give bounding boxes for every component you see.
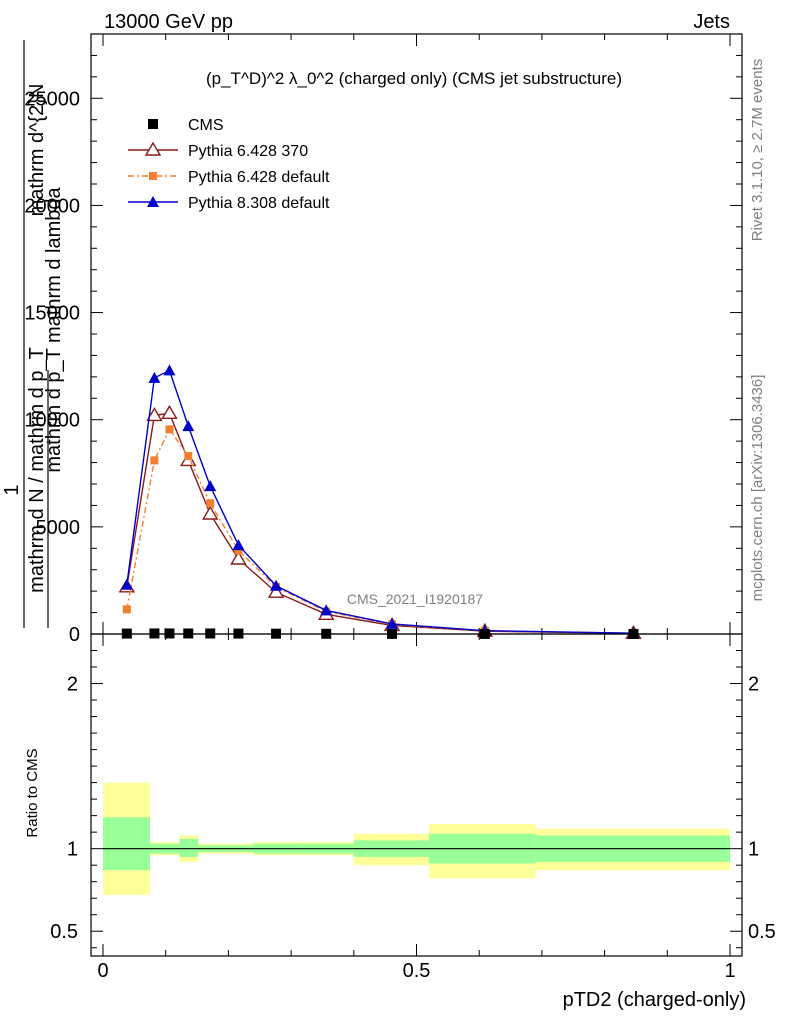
ratio-axis-ticks xyxy=(91,634,742,956)
main-y-label-front: 1 xyxy=(1,484,23,495)
main-y-tick-label: 10000 xyxy=(24,410,80,432)
data-point xyxy=(182,420,195,432)
data-point xyxy=(148,119,158,129)
side-labels: Rivet 3.1.10, ≥ 2.7M events mcplots.cern… xyxy=(749,59,766,602)
rivet-label: Rivet 3.1.10, ≥ 2.7M events xyxy=(749,59,766,242)
x-tick-label: 0 xyxy=(97,960,108,982)
legend-entry: Pythia 6.428 370 xyxy=(128,141,308,160)
legend-label: CMS xyxy=(188,117,224,134)
data-point xyxy=(184,452,193,461)
data-point xyxy=(149,172,157,180)
data-point xyxy=(267,583,285,598)
x-axis-label: pTD2 (charged-only) xyxy=(563,989,746,1011)
data-point xyxy=(201,505,219,520)
main-y-label-prefix: mathrm d N / mathrm d p_T xyxy=(26,347,48,593)
data-point xyxy=(386,617,399,629)
ratio-y-label-group: Ratio to CMS xyxy=(24,748,41,837)
x-tick-label: 0.5 xyxy=(403,960,431,982)
legend: CMS Pythia 6.428 370 Pythia 6.428 default P… xyxy=(128,117,330,212)
main-y-tick-label: 15000 xyxy=(24,303,80,325)
data-point xyxy=(163,364,176,376)
data-point xyxy=(146,407,163,422)
header-right: Jets xyxy=(693,11,730,33)
data-point xyxy=(148,371,161,383)
ratio-y-tick-labels: 0.5 0.5 1 1 2 2 xyxy=(50,674,776,944)
x-tick-labels: 0 0.5 1 xyxy=(97,960,735,982)
data-point xyxy=(120,578,133,590)
legend-label: Pythia 8.308 default xyxy=(188,195,330,212)
x-tick-label: 1 xyxy=(724,960,735,982)
ratio-y-tick-label-right: 1 xyxy=(748,839,759,861)
ratio-plot-frame xyxy=(90,633,743,957)
ratio-inner-band xyxy=(103,817,151,871)
legend-label: Pythia 6.428 370 xyxy=(188,143,308,160)
data-point xyxy=(206,499,215,508)
header-left: 13000 GeV pp xyxy=(104,11,233,33)
main-y-label: mathrm d^{2}N mathrm d p_T mathrm d lamb… xyxy=(1,40,65,628)
data-point xyxy=(150,456,159,465)
ratio-y-tick-label: 2 xyxy=(67,674,78,696)
data-point xyxy=(270,579,283,591)
mcplots-label: mcplots.cern.ch [arXiv:1306.3436] xyxy=(749,375,766,602)
analysis-watermark: CMS_2021_I1920187 xyxy=(347,591,483,607)
main-y-tick-label: 5000 xyxy=(36,517,81,539)
legend-entry: Pythia 8.308 default xyxy=(128,195,330,212)
data-point xyxy=(122,605,131,614)
data-point xyxy=(204,480,217,492)
data-point xyxy=(165,425,174,434)
ratio-y-tick-label-right: 2 xyxy=(748,674,759,696)
main-y-tick-labels: 0 5000 10000 15000 20000 25000 xyxy=(24,88,80,646)
legend-label: Pythia 6.428 default xyxy=(188,169,330,186)
ratio-y-tick-label-right: 0.5 xyxy=(748,921,776,943)
ratio-inner-band xyxy=(179,838,199,857)
legend-entry: CMS xyxy=(148,117,224,134)
data-point xyxy=(230,550,247,565)
main-y-label-numerator: mathrm d^{2}N xyxy=(26,84,48,217)
ratio-y-tick-label: 0.5 xyxy=(50,921,78,943)
data-point xyxy=(234,546,243,555)
plot-title: (p_T^D)^2 λ_0^2 (charged only) (CMS jet … xyxy=(206,69,622,88)
main-y-tick-label: 20000 xyxy=(24,195,80,217)
data-point xyxy=(144,141,162,156)
data-point xyxy=(161,404,178,419)
data-point xyxy=(232,539,245,551)
main-y-tick-label: 25000 xyxy=(24,88,80,110)
legend-entry: Pythia 6.428 default xyxy=(128,169,330,186)
ratio-y-label: Ratio to CMS xyxy=(24,748,41,837)
ratio-uncertainty-bands xyxy=(103,782,730,895)
data-point xyxy=(320,604,333,616)
main-y-tick-label: 0 xyxy=(69,624,80,646)
data-point xyxy=(147,196,159,207)
ratio-y-tick-label: 1 xyxy=(67,839,78,861)
